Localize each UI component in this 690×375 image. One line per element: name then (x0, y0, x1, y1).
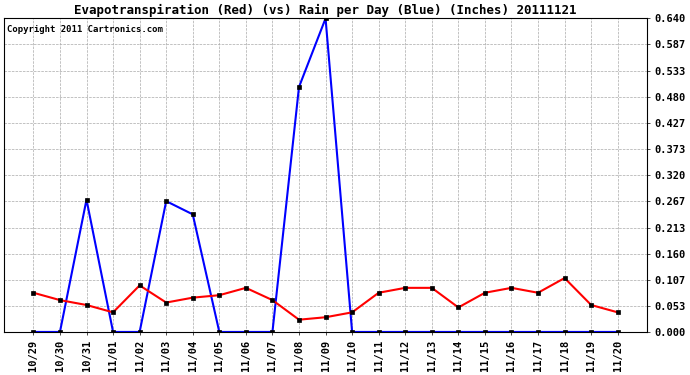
Title: Evapotranspiration (Red) (vs) Rain per Day (Blue) (Inches) 20111121: Evapotranspiration (Red) (vs) Rain per D… (75, 4, 577, 17)
Text: Copyright 2011 Cartronics.com: Copyright 2011 Cartronics.com (8, 25, 164, 34)
